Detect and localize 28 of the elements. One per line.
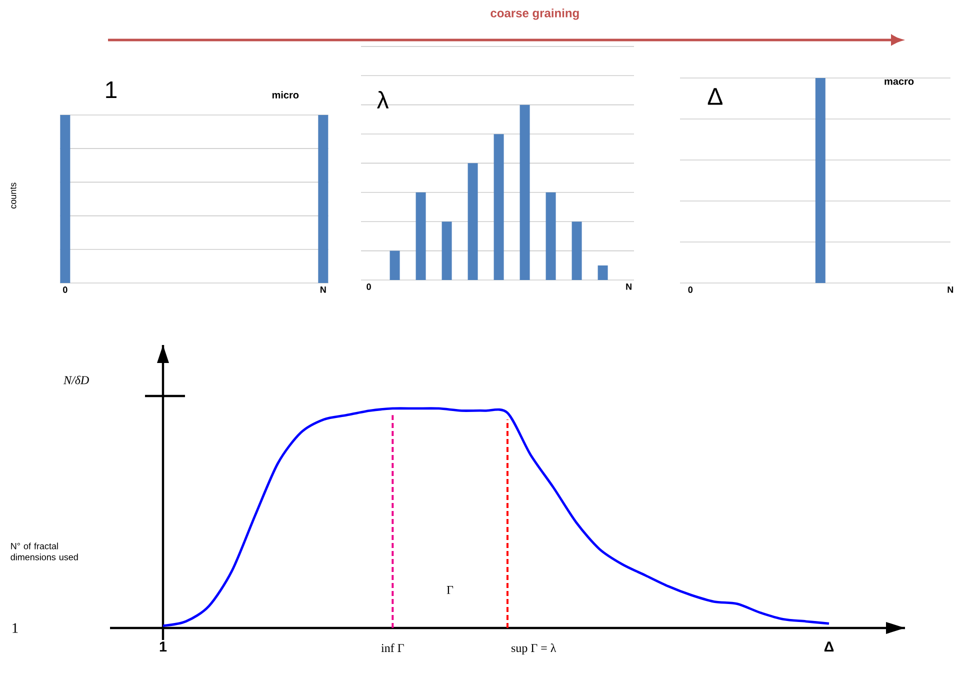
bar <box>468 163 478 280</box>
annotation: macro <box>884 79 914 85</box>
x-tick-label: 0 <box>63 286 68 293</box>
bar <box>494 134 504 280</box>
x-tick-label: N <box>320 286 326 293</box>
text: 1 <box>12 623 18 633</box>
x-tick-label: N <box>626 284 632 290</box>
bar <box>442 222 452 280</box>
text: inf Γ <box>381 644 404 652</box>
text: coarse graining <box>490 8 579 20</box>
bar <box>598 265 608 280</box>
text: N/δD <box>63 376 89 384</box>
x-tick-label: N <box>948 286 954 293</box>
chart-title: 1 <box>106 82 116 98</box>
text: sup Γ = λ <box>512 644 556 655</box>
chart-title: λ <box>377 90 389 108</box>
annotation: Γ <box>446 586 454 594</box>
bar <box>416 192 426 280</box>
bar <box>572 222 582 280</box>
y-axis-title: counts <box>10 182 16 209</box>
y-axis-title: N° of fractal dimensions used <box>10 542 78 560</box>
bar <box>520 104 530 280</box>
x-tick-label: 0 <box>366 284 371 290</box>
x-tick-label: 0 <box>688 286 693 293</box>
text: micro <box>272 91 299 98</box>
bar <box>546 192 556 280</box>
chart-title: Δ <box>708 88 722 105</box>
bar <box>390 250 400 280</box>
